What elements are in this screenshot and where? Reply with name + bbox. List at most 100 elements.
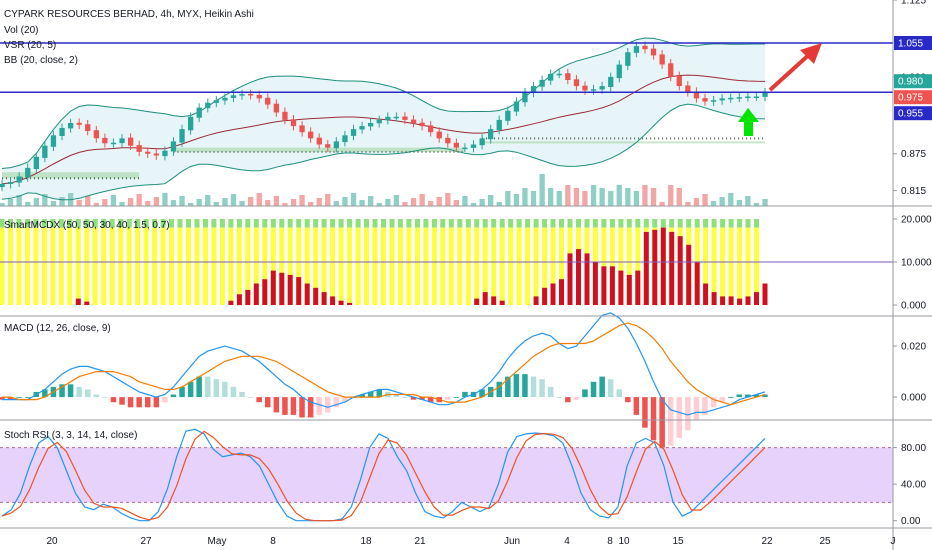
x-tick-label: 8 <box>270 536 276 547</box>
macd-histogram-bar <box>728 397 734 398</box>
mcdx-green-bar <box>389 219 395 228</box>
candle <box>608 76 614 87</box>
mcdx-yellow-bar <box>474 227 480 305</box>
x-axis: 20 27 May 8 18 21 Jun 4 8 10 15 22 25 J <box>46 536 895 547</box>
macd-histogram-bar <box>7 397 14 400</box>
mcdx-yellow-bar <box>754 227 759 305</box>
macd-panel[interactable]: MACD (12, 26, close, 9) <box>0 312 768 449</box>
macd-histogram-bar <box>513 374 520 397</box>
mcdx-green-bar <box>397 219 403 228</box>
macd-histogram-bar <box>93 394 99 398</box>
mcdx-yellow-bar <box>745 227 751 305</box>
price-panel[interactable]: CYPARK RESOURCES BERHAD, 4h, MYX, Heikin… <box>0 9 893 206</box>
mcdx-green-bar <box>84 219 90 228</box>
red-arrow-icon <box>768 43 822 92</box>
mcdx-red-bar <box>643 231 649 305</box>
macd-histogram-bar <box>667 397 674 446</box>
macd-histogram-bar <box>359 394 365 398</box>
mcdx-red-bar <box>686 244 692 305</box>
mcdx-yellow-bar <box>101 227 107 305</box>
mcdx-yellow-bar <box>262 227 268 305</box>
macd-histogram-bar <box>642 397 648 428</box>
mcdx-green-bar <box>457 219 463 228</box>
mcdx-green-bar <box>338 219 344 228</box>
macd-histogram-bar <box>59 384 65 398</box>
volume-bar <box>676 188 682 206</box>
candle <box>102 137 108 144</box>
volume-bar <box>410 198 417 206</box>
volume-bar <box>25 202 31 206</box>
candle <box>359 126 365 130</box>
y-tick-label: 0.815 <box>901 186 926 197</box>
mcdx-yellow-bar <box>440 227 446 305</box>
mcdx-yellow-bar <box>525 227 531 305</box>
mcdx-green-bar <box>355 219 361 228</box>
candle <box>710 100 717 102</box>
macd-histogram-bar <box>547 386 554 398</box>
macd-histogram-bar <box>0 397 5 400</box>
mcdx-yellow-bar <box>457 227 463 305</box>
volume-bar <box>582 191 588 206</box>
mcdx-yellow-bar <box>313 227 319 305</box>
mcdx-red-bar <box>669 231 675 305</box>
mcdx-yellow-bar <box>152 227 158 305</box>
mcdx-green-bar <box>58 219 64 228</box>
mcdx-green-bar <box>203 219 208 228</box>
volume-bar <box>590 185 597 206</box>
candle <box>368 123 374 127</box>
volume-bar <box>16 195 22 206</box>
mcdx-yellow-bar <box>482 227 488 305</box>
volume-bar <box>702 194 708 206</box>
mcdx-yellow-bar <box>8 227 13 305</box>
macd-histogram-bar <box>162 397 168 403</box>
price-tag <box>894 106 932 121</box>
volume-bar <box>453 200 459 206</box>
mcdx-yellow-bar <box>84 227 90 305</box>
volume-bar <box>359 200 365 206</box>
stoch-rsi-panel[interactable]: Stoch RSI (3, 3, 14, 14, close) <box>0 428 893 522</box>
mcdx-yellow-bar <box>186 227 191 305</box>
mcdx-yellow-bar <box>550 227 556 305</box>
macd-histogram-bar <box>290 397 297 415</box>
price-tag-label: 0.980 <box>898 77 923 88</box>
mcdx-green-bar <box>0 219 5 228</box>
y-tick-label: 80.00 <box>901 443 926 454</box>
volume-bar <box>736 200 742 206</box>
macd-histogram-bar <box>393 394 400 398</box>
mcdx-yellow-bar <box>355 227 361 305</box>
mcdx-red-bar <box>745 296 751 305</box>
mcdx-green-bar <box>287 219 293 228</box>
macd-histogram-bar <box>745 394 751 398</box>
price-tag <box>894 90 932 105</box>
mcdx-green-bar <box>236 219 242 228</box>
volume-bar <box>162 193 168 206</box>
macd-histogram-bar <box>762 394 768 398</box>
candle <box>68 123 74 129</box>
candle <box>659 54 665 65</box>
volume-bar <box>290 199 297 206</box>
macd-histogram-bar <box>25 397 31 398</box>
candle <box>7 182 14 184</box>
macd-histogram-bar <box>496 381 502 398</box>
mcdx-red-bar <box>542 287 548 305</box>
mcdx-green-bar <box>423 219 429 228</box>
volume-bar <box>42 194 48 206</box>
volume-bar <box>239 201 245 206</box>
smart-mcdx-panel[interactable]: SmartMCDX (50, 50, 30, 40, 1.5, 0.7) <box>0 219 893 306</box>
x-tick-label: J <box>891 536 896 547</box>
mcdx-green-bar <box>737 219 743 228</box>
volume-bar <box>282 203 288 206</box>
macd-histogram-bar <box>753 394 760 398</box>
x-tick-label: May <box>208 536 227 547</box>
mcdx-green-bar <box>228 219 234 228</box>
price-tag-label: 0.975 <box>898 93 923 104</box>
mcdx-green-bar <box>635 219 641 228</box>
vsr-zone <box>2 172 140 179</box>
candle <box>599 86 605 90</box>
candle <box>685 85 691 93</box>
macd-histogram-bar <box>505 376 511 397</box>
volume-bar <box>33 198 39 206</box>
volume-bar <box>145 201 151 206</box>
mcdx-yellow-bar <box>626 227 632 305</box>
macd-histogram-bar <box>573 397 580 400</box>
